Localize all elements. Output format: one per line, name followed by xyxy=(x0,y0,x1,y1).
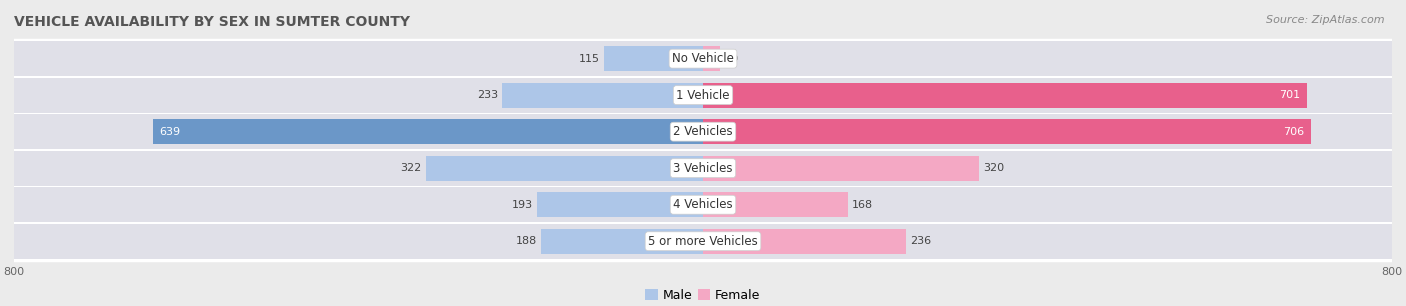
Text: 4 Vehicles: 4 Vehicles xyxy=(673,198,733,211)
Text: 236: 236 xyxy=(911,236,932,246)
Text: 193: 193 xyxy=(512,200,533,210)
Text: 5 or more Vehicles: 5 or more Vehicles xyxy=(648,235,758,248)
Bar xyxy=(14,224,1392,259)
Text: No Vehicle: No Vehicle xyxy=(672,52,734,65)
Bar xyxy=(703,229,907,254)
Legend: Male, Female: Male, Female xyxy=(641,284,765,306)
Text: 1 Vehicle: 1 Vehicle xyxy=(676,89,730,102)
Text: 706: 706 xyxy=(1284,127,1305,137)
Text: VEHICLE AVAILABILITY BY SEX IN SUMTER COUNTY: VEHICLE AVAILABILITY BY SEX IN SUMTER CO… xyxy=(14,15,411,28)
Bar xyxy=(537,192,703,217)
Bar xyxy=(14,114,1392,149)
Text: Source: ZipAtlas.com: Source: ZipAtlas.com xyxy=(1267,15,1385,25)
Text: 115: 115 xyxy=(579,54,599,64)
Text: 322: 322 xyxy=(401,163,422,173)
Bar xyxy=(703,119,1310,144)
Text: 639: 639 xyxy=(160,127,181,137)
Bar xyxy=(14,187,1392,222)
Text: 320: 320 xyxy=(983,163,1004,173)
Bar xyxy=(153,119,703,144)
Bar xyxy=(14,41,1392,76)
Bar xyxy=(703,156,979,181)
Bar xyxy=(703,83,1306,108)
Bar xyxy=(426,156,703,181)
Bar xyxy=(605,46,703,71)
Text: 188: 188 xyxy=(516,236,537,246)
Bar xyxy=(703,46,720,71)
Bar xyxy=(14,151,1392,186)
Bar xyxy=(703,192,848,217)
Bar xyxy=(541,229,703,254)
Text: 3 Vehicles: 3 Vehicles xyxy=(673,162,733,175)
Text: 168: 168 xyxy=(852,200,873,210)
Text: 20: 20 xyxy=(724,54,738,64)
Text: 233: 233 xyxy=(477,90,498,100)
Text: 2 Vehicles: 2 Vehicles xyxy=(673,125,733,138)
Bar xyxy=(14,78,1392,113)
Bar xyxy=(502,83,703,108)
Text: 701: 701 xyxy=(1278,90,1299,100)
